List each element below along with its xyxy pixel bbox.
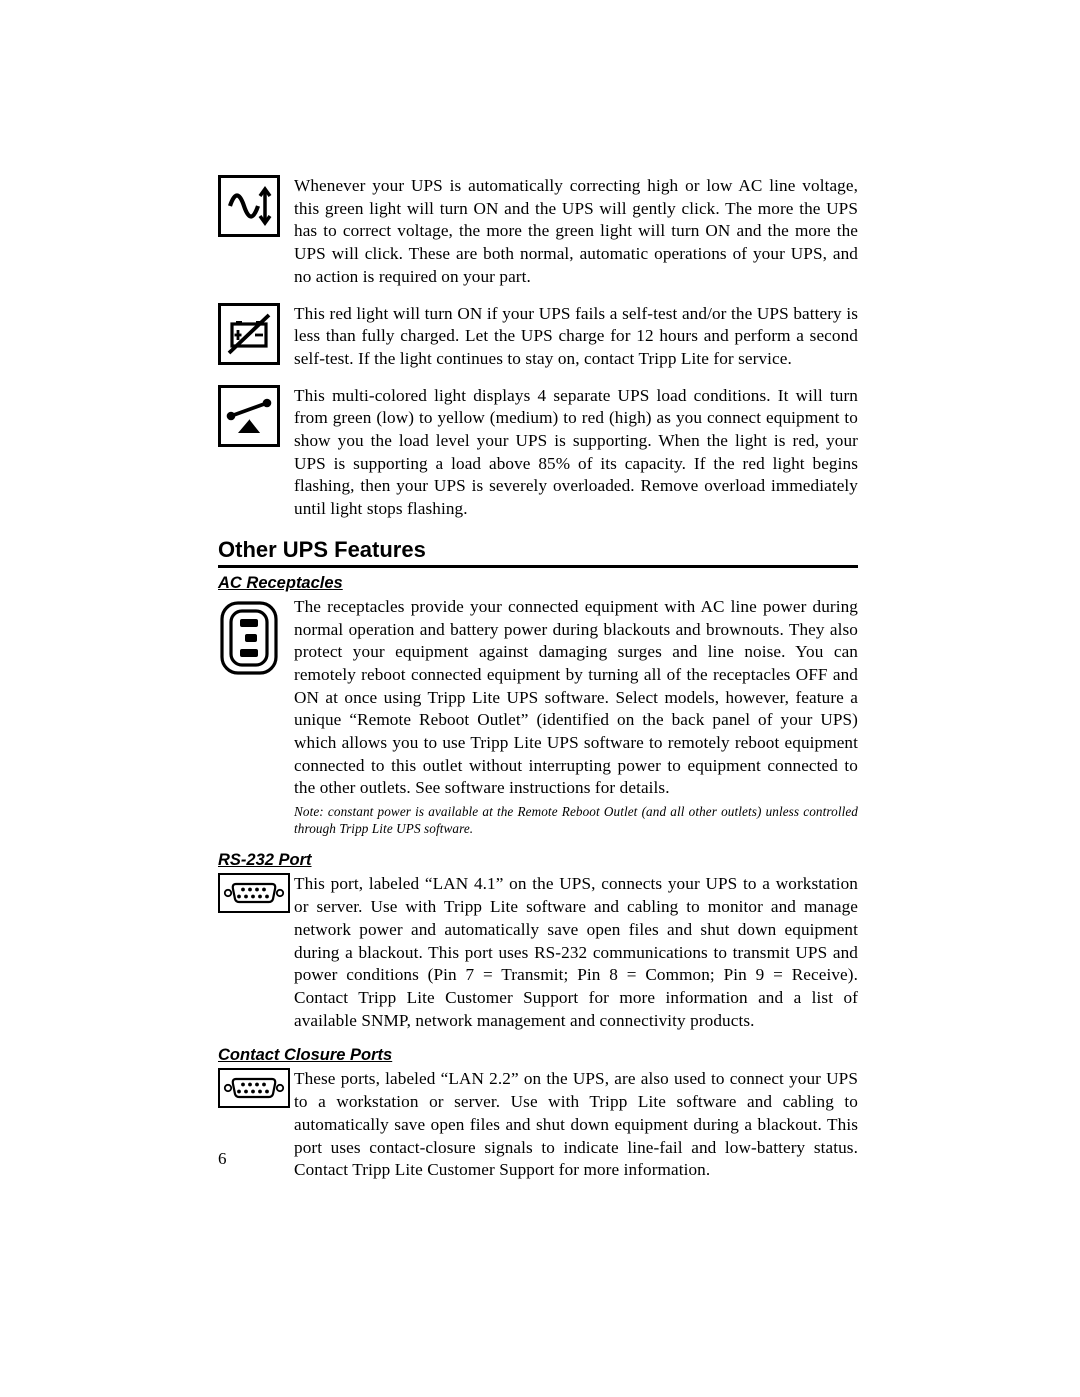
feature-ac-text: The receptacles provide your connected e…	[294, 597, 858, 798]
ccp-heading: Contact Closure Ports	[218, 1046, 858, 1065]
page-content: Whenever your UPS is automatically corre…	[218, 175, 858, 1196]
feature-rs232-text: This port, labeled “LAN 4.1” on the UPS,…	[294, 873, 858, 1032]
battery-fault-icon	[218, 303, 280, 365]
ac-receptacles-heading: AC Receptacles	[218, 574, 858, 593]
feature-ccp-text: These ports, labeled “LAN 2.2” on the UP…	[294, 1068, 858, 1182]
section-heading: Other UPS Features	[218, 537, 858, 568]
indicator-voltage-text: Whenever your UPS is automatically corre…	[294, 175, 858, 289]
voltage-correction-icon	[218, 175, 280, 237]
indicator-load-text: This multi-colored light displays 4 sepa…	[294, 385, 858, 521]
feature-ac-text-col: The receptacles provide your connected e…	[294, 596, 858, 838]
icon-col	[218, 303, 294, 365]
serial-port-icon	[218, 1068, 290, 1108]
serial-port-icon	[218, 873, 290, 913]
icon-col	[218, 1068, 294, 1108]
icon-col	[218, 873, 294, 913]
rs232-heading: RS-232 Port	[218, 851, 858, 870]
feature-ac: The receptacles provide your connected e…	[218, 596, 858, 838]
load-level-icon	[218, 385, 280, 447]
page-number: 6	[218, 1149, 227, 1169]
feature-rs232: This port, labeled “LAN 4.1” on the UPS,…	[218, 873, 858, 1032]
indicator-voltage: Whenever your UPS is automatically corre…	[218, 175, 858, 289]
indicator-battery-text: This red light will turn ON if your UPS …	[294, 303, 858, 371]
ac-outlet-icon	[218, 599, 294, 682]
feature-ac-note: Note: constant power is available at the…	[294, 803, 858, 837]
indicator-battery: This red light will turn ON if your UPS …	[218, 303, 858, 371]
feature-ccp: These ports, labeled “LAN 2.2” on the UP…	[218, 1068, 858, 1182]
icon-col	[218, 596, 294, 682]
icon-col	[218, 385, 294, 447]
indicator-load: This multi-colored light displays 4 sepa…	[218, 385, 858, 521]
icon-col	[218, 175, 294, 237]
